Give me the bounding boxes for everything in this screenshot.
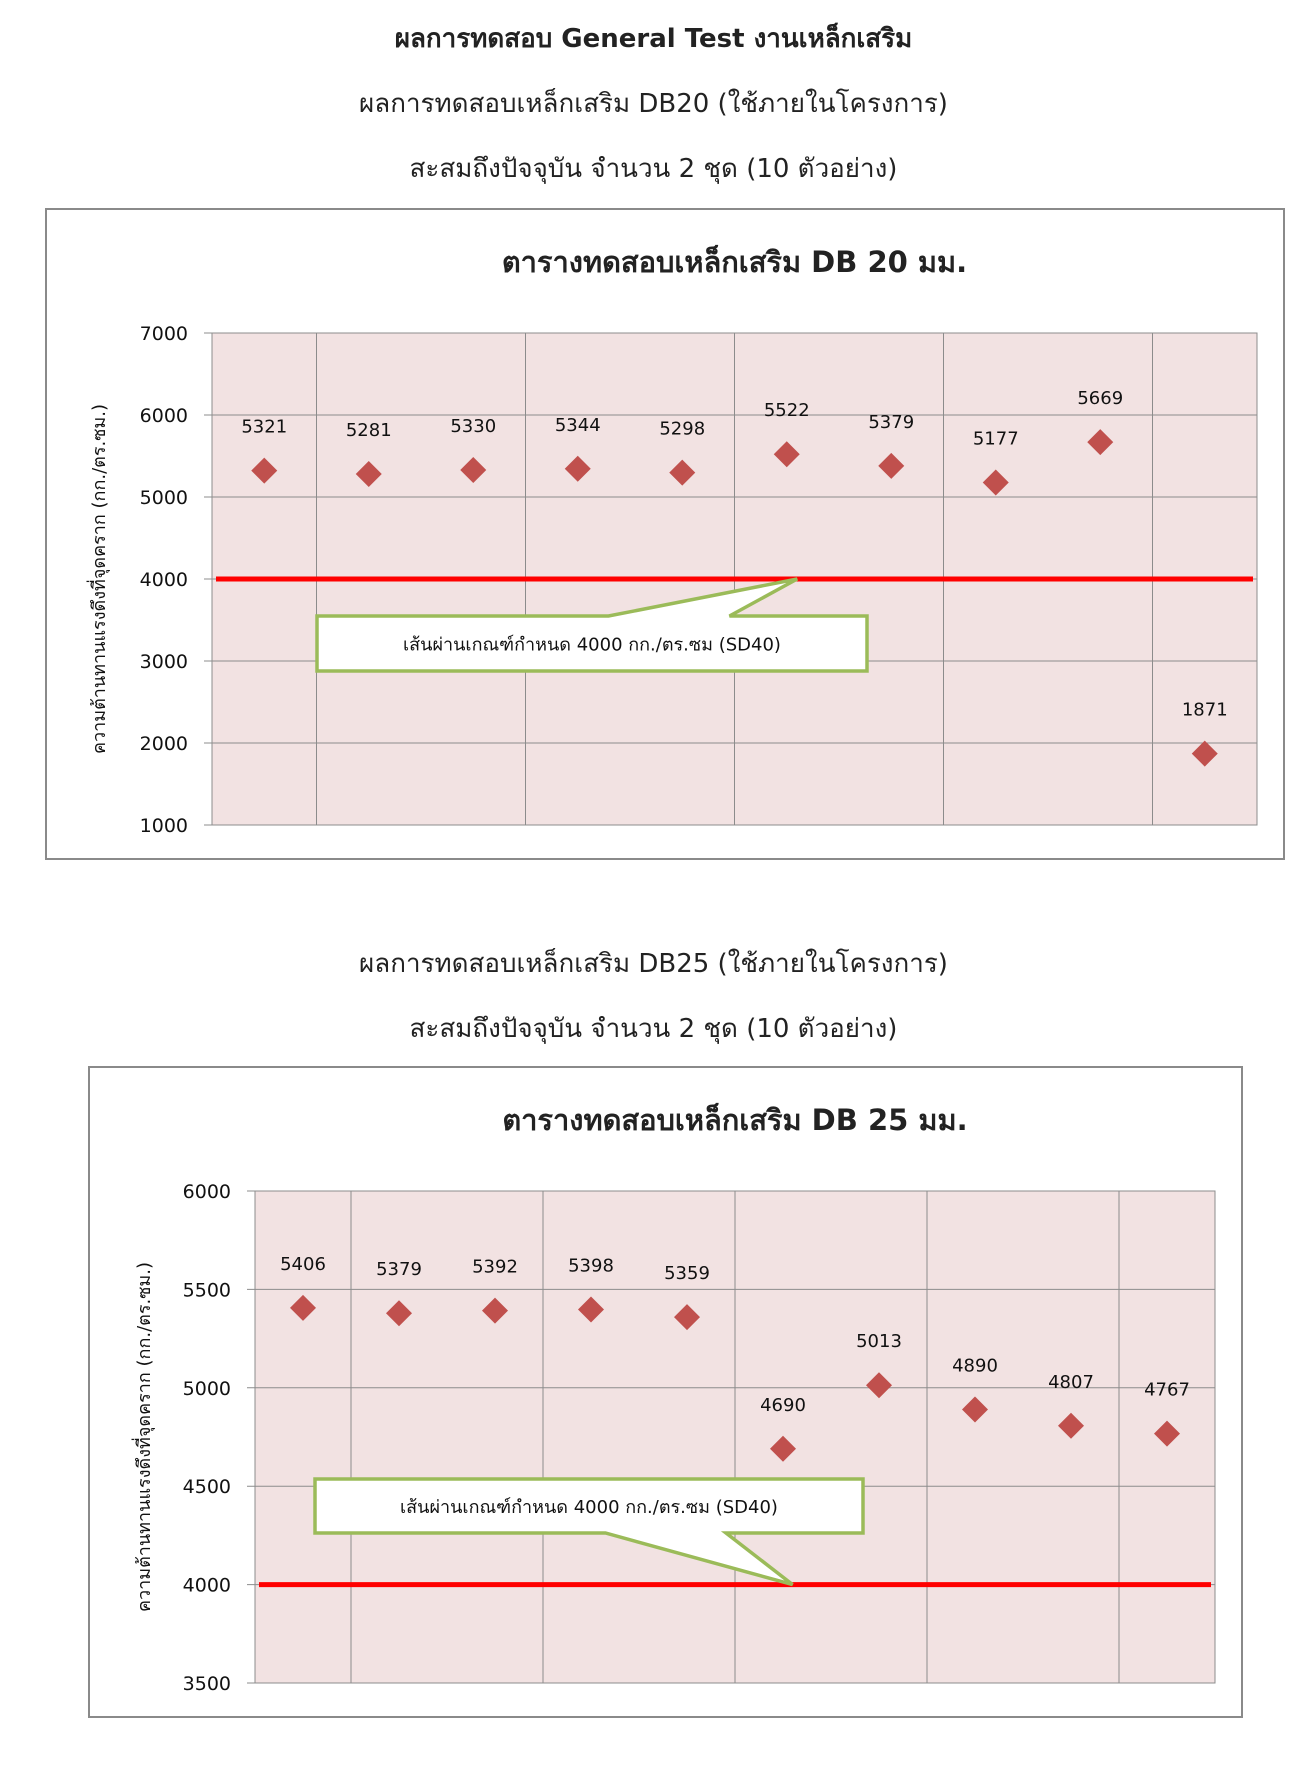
data-point bbox=[355, 460, 382, 487]
y-tick-label: 5000 bbox=[140, 487, 188, 509]
data-label: 5330 bbox=[450, 416, 496, 437]
data-point bbox=[669, 459, 696, 486]
chart-svg: ตารางทดสอบเหล็กเสริม DB 25 มม. 3500 4000 45… bbox=[131, 1102, 1216, 1695]
data-point bbox=[1191, 740, 1218, 767]
data-label: 5177 bbox=[973, 428, 1019, 449]
data-label: 5344 bbox=[555, 415, 601, 436]
data-label: 5392 bbox=[472, 1257, 518, 1278]
y-tick-label: 3000 bbox=[140, 651, 188, 673]
data-label: 5013 bbox=[856, 1331, 902, 1352]
data-label: 5379 bbox=[376, 1259, 422, 1280]
data-label: 4690 bbox=[760, 1395, 806, 1416]
data-point bbox=[290, 1294, 316, 1321]
db20-chart: ตารางทดสอบเหล็กเสริม DB 20 มม. 1000 2000 30… bbox=[45, 208, 1285, 860]
page-header-title: ผลการทดสอบ General Test งานเหล็กเสริม bbox=[394, 24, 913, 54]
data-label: 1871 bbox=[1182, 700, 1228, 721]
chart-title: ตารางทดสอบเหล็กเสริม DB 20 มม. bbox=[502, 244, 967, 279]
data-label: 5406 bbox=[280, 1254, 326, 1275]
db20-sample-note: สะสมถึงปัจจุบัน จำนวน 2 ชุด (10 ตัวอย่าง… bbox=[409, 154, 898, 184]
data-point bbox=[770, 1435, 796, 1462]
db20-subtitle: ผลการทดสอบเหล็กเสริม DB20 (ใช้ภายในโครงก… bbox=[359, 89, 948, 119]
data-point bbox=[982, 469, 1009, 496]
y-tick-label: 5500 bbox=[183, 1279, 231, 1301]
data-label: 5281 bbox=[346, 420, 392, 441]
data-label: 4807 bbox=[1048, 1372, 1094, 1393]
y-tick-label: 1000 bbox=[140, 815, 188, 837]
y-axis-label: ความต้านทานแรงดึงที่จุดคราก (กก./ตร.ซม.) bbox=[131, 1262, 155, 1612]
data-point bbox=[674, 1304, 700, 1331]
y-tick-label: 7000 bbox=[140, 323, 188, 345]
data-point bbox=[866, 1372, 892, 1399]
db25-chart: ตารางทดสอบเหล็กเสริม DB 25 มม. 3500 4000 45… bbox=[88, 1066, 1243, 1718]
data-label: 5669 bbox=[1077, 388, 1123, 409]
data-label: 5398 bbox=[568, 1255, 614, 1276]
threshold-callout bbox=[313, 1477, 865, 1587]
db25-sample-note: สะสมถึงปัจจุบัน จำนวน 2 ชุด (10 ตัวอย่าง… bbox=[409, 1014, 898, 1044]
data-label: 5359 bbox=[664, 1263, 710, 1284]
data-point bbox=[564, 455, 591, 482]
data-label: 5522 bbox=[764, 400, 810, 421]
data-label: 4890 bbox=[952, 1355, 998, 1376]
data-point bbox=[386, 1300, 412, 1327]
data-label: 5321 bbox=[241, 417, 287, 438]
data-point bbox=[482, 1297, 508, 1324]
y-axis-label: ความต้านทานแรงดึงที่จุดคราก (กก./ตร.ซม.) bbox=[86, 404, 110, 754]
y-tick-label: 6000 bbox=[183, 1181, 231, 1203]
chart-title: ตารางทดสอบเหล็กเสริม DB 25 มม. bbox=[502, 1102, 967, 1137]
threshold-callout bbox=[315, 577, 869, 673]
data-point bbox=[578, 1296, 604, 1323]
y-tick-label: 6000 bbox=[140, 405, 188, 427]
data-point bbox=[460, 456, 487, 483]
y-tick-label: 3500 bbox=[183, 1673, 231, 1695]
data-point bbox=[1087, 429, 1114, 456]
data-point bbox=[1154, 1420, 1180, 1447]
y-tick-label: 4500 bbox=[183, 1476, 231, 1498]
threshold-callout-text: เส้นผ่านเกณฑ์กำหนด 4000 กก./ตร.ซม (SD40) bbox=[403, 635, 781, 656]
data-label: 4767 bbox=[1144, 1380, 1190, 1401]
data-point bbox=[251, 457, 278, 484]
y-tick-label: 4000 bbox=[183, 1575, 231, 1597]
data-point bbox=[962, 1396, 988, 1423]
y-tick-label: 5000 bbox=[183, 1378, 231, 1400]
db25-subtitle: ผลการทดสอบเหล็กเสริม DB25 (ใช้ภายในโครงก… bbox=[359, 949, 948, 979]
data-label: 5298 bbox=[659, 419, 705, 440]
data-label: 5379 bbox=[868, 412, 914, 433]
threshold-callout-text: เส้นผ่านเกณฑ์กำหนด 4000 กก./ตร.ซม (SD40) bbox=[400, 1497, 778, 1518]
data-point bbox=[773, 441, 800, 468]
data-point bbox=[1058, 1412, 1084, 1439]
y-tick-label: 2000 bbox=[140, 733, 188, 755]
data-point bbox=[878, 452, 905, 479]
chart-svg: ตารางทดสอบเหล็กเสริม DB 20 มม. 1000 2000 30… bbox=[86, 244, 1258, 837]
y-tick-label: 4000 bbox=[140, 569, 188, 591]
